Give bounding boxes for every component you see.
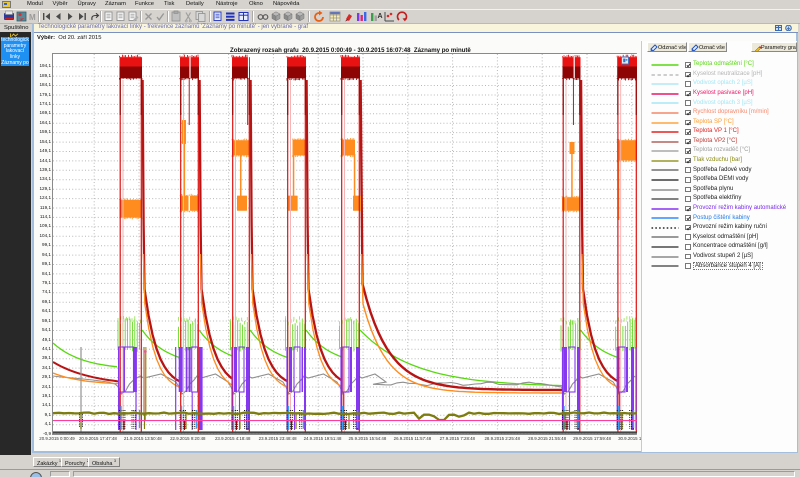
svg-text:A: A bbox=[378, 13, 383, 20]
svg-text:M: M bbox=[29, 13, 36, 22]
